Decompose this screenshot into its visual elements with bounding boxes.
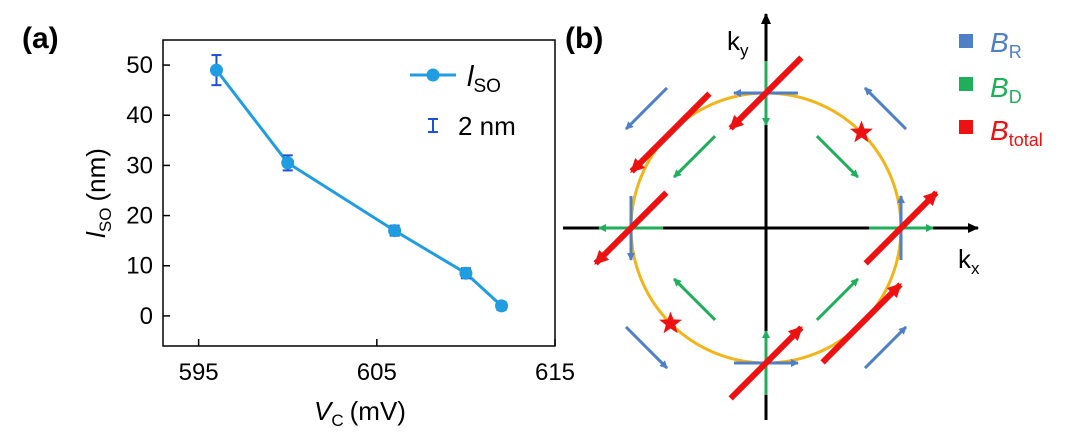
ky-axis-label-k: k	[727, 26, 741, 56]
legend-rashba-symbol: B	[990, 27, 1009, 58]
data-point	[495, 299, 509, 313]
data-point	[459, 266, 473, 280]
x-tick-label: 605	[357, 359, 397, 386]
kx-axis-label: kx	[958, 244, 980, 278]
x-tick-group: 595 605 615	[179, 339, 575, 386]
legend-dresselhaus-symbol: B	[990, 72, 1009, 103]
dresselhaus-field-arrow	[815, 135, 859, 179]
data-point	[209, 63, 223, 77]
rashba-field-arrow	[624, 325, 669, 370]
dresselhaus-field-arrow	[815, 277, 859, 321]
x-axis-label: VC (mV)	[314, 396, 406, 430]
total-field-arrow	[593, 190, 669, 266]
series-group	[209, 54, 509, 313]
legend-rashba-sub: R	[1009, 42, 1022, 62]
kx-axis-label-k: k	[958, 244, 972, 274]
x-axis-label-symbol: V	[314, 396, 334, 426]
y-tick-label: 20	[126, 203, 153, 230]
zero-field-star-icon	[659, 311, 682, 334]
legend-series-label: lSO	[467, 61, 501, 97]
panel-b-legend: BR BD Btotal	[959, 27, 1043, 150]
legend-series-symbol: l	[467, 61, 475, 93]
y-tick-label: 0	[140, 303, 153, 330]
legend: lSO 2 nm	[410, 61, 516, 141]
y-tick-label: 40	[126, 102, 153, 129]
rashba-field-arrow	[863, 86, 908, 131]
legend-dresselhaus-sub: D	[1009, 87, 1022, 107]
legend-rashba-label: BR	[990, 27, 1022, 62]
total-field-arrow	[820, 282, 903, 365]
legend-marker-swatch	[426, 68, 440, 82]
total-field-arrow	[728, 55, 804, 131]
x-tick-label: 615	[535, 359, 575, 386]
y-axis-label-sub: SO	[96, 208, 115, 233]
legend-errorbar-label: 2 nm	[458, 111, 516, 141]
y-axis-label-symbol: l	[81, 231, 111, 238]
y-axis-label: lSO (nm)	[81, 148, 115, 238]
y-tick-group: 0 10 20 30 40 50	[126, 52, 170, 330]
rashba-field-arrow	[624, 86, 669, 131]
y-tick-label: 30	[126, 152, 153, 179]
legend-series-sub: SO	[473, 76, 500, 97]
panel-a-label: (a)	[22, 22, 59, 55]
legend-total-sub: total	[1009, 130, 1043, 150]
total-field-arrow	[728, 325, 804, 401]
legend-total-symbol: B	[990, 115, 1009, 146]
legend-dresselhaus-label: BD	[990, 72, 1022, 107]
x-axis-label-sub: C	[331, 411, 343, 430]
y-axis-label-unit: (nm)	[81, 148, 111, 201]
rashba-field-arrow	[863, 325, 908, 370]
series-line	[215, 69, 503, 307]
total-field-arrow	[863, 190, 939, 266]
legend-dresselhaus-swatch	[959, 77, 973, 91]
legend-total-label: Btotal	[990, 115, 1043, 150]
legend-rashba-swatch	[959, 34, 973, 48]
data-point	[281, 156, 295, 170]
legend-errorbar-swatch	[428, 118, 438, 133]
x-axis-label-unit: (mV)	[350, 396, 406, 426]
ky-axis-label-sub: y	[740, 41, 749, 60]
plot-frame	[162, 39, 556, 347]
y-tick-label: 10	[126, 253, 153, 280]
panel-b-label: (b)	[565, 22, 603, 55]
total-field-arrow	[629, 91, 712, 174]
ky-axis-label: ky	[727, 26, 749, 60]
data-point	[388, 224, 402, 238]
legend-total-swatch	[959, 120, 973, 134]
dresselhaus-field-arrow	[673, 277, 717, 321]
dresselhaus-field-arrow	[673, 135, 717, 179]
kx-axis-label-sub: x	[971, 259, 980, 278]
y-tick-label: 50	[126, 52, 153, 79]
spin-orbit-diagram	[563, 13, 979, 420]
zero-field-star-icon	[850, 120, 873, 143]
x-tick-label: 595	[179, 359, 219, 386]
